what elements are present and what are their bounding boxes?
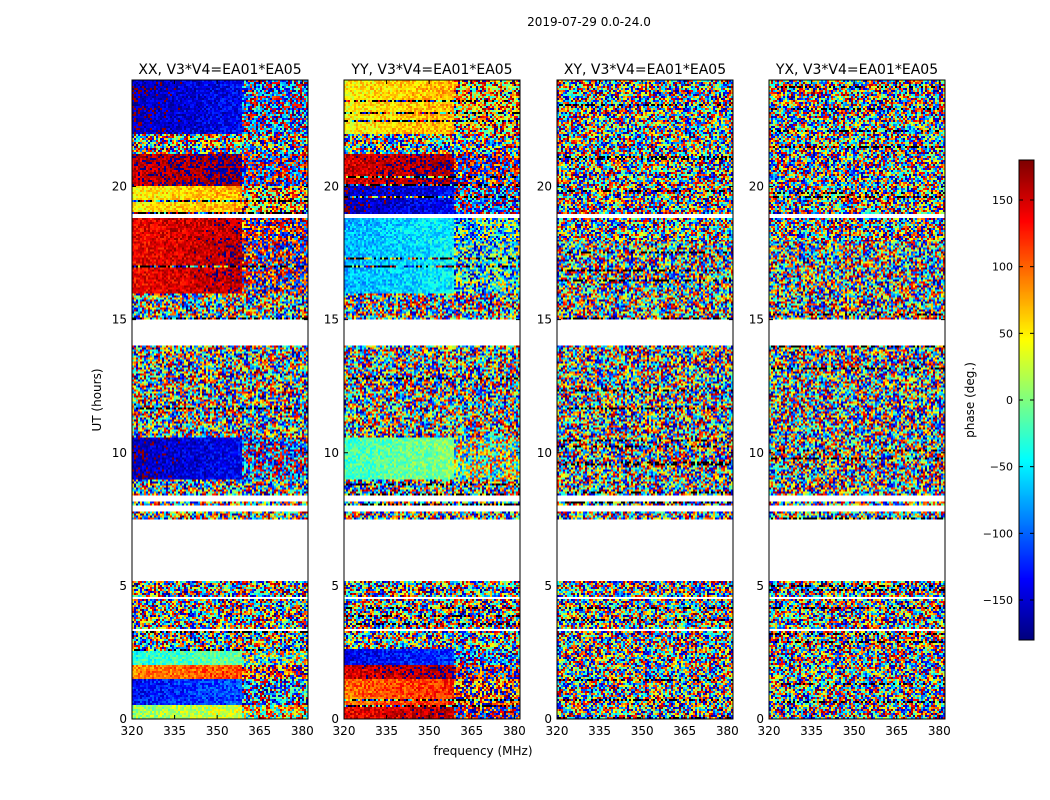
figure-title: 2019-07-29 0.0-24.0 [527, 15, 651, 29]
y-tick-label: 20 [324, 180, 339, 194]
y-tick-label: 15 [749, 313, 764, 327]
axes-frame [131, 79, 309, 720]
y-tick-label: 10 [324, 446, 339, 460]
x-tick-label: 365 [248, 724, 271, 738]
y-tick-label: 0 [331, 712, 339, 726]
y-tick-label: 5 [331, 579, 339, 593]
x-tick-label: 320 [121, 724, 144, 738]
y-tick-label: 0 [756, 712, 764, 726]
x-tick-label: 380 [503, 724, 526, 738]
panel-xy: XY, V3*V4=EA01*EA05 320 335 350 365 380 0 5 10 15… [537, 62, 739, 738]
panel-title: XY, V3*V4=EA01*EA05 [564, 62, 726, 78]
colorbar-tick-label: −100 [983, 527, 1013, 540]
colorbar: 150 100 50 0 −50 −100 −150 [983, 159, 1035, 641]
panel-title: XX, V3*V4=EA01*EA05 [138, 62, 301, 78]
heatmap-xx [132, 80, 308, 719]
y-tick-label: 10 [537, 446, 552, 460]
x-tick-label: 335 [800, 724, 823, 738]
heatmap-yy [344, 80, 520, 719]
panel-title: YX, V3*V4=EA01*EA05 [775, 62, 938, 78]
x-tick-label: 335 [588, 724, 611, 738]
y-tick-label: 0 [544, 712, 552, 726]
y-tick-label: 10 [112, 446, 127, 460]
colorbar-gradient [1019, 160, 1034, 640]
axes-frame [768, 79, 946, 720]
y-tick-label: 15 [537, 313, 552, 327]
y-tick-label: 5 [119, 579, 127, 593]
y-tick-label: 10 [749, 446, 764, 460]
x-tick-label: 350 [418, 724, 441, 738]
y-tick-label: 5 [544, 579, 552, 593]
y-tick-label: 20 [749, 180, 764, 194]
panel-yy: YY, V3*V4=EA01*EA05 320 335 350 365 380 0 5 10 15… [324, 62, 526, 738]
colorbar-label: phase (deg.) [963, 362, 977, 438]
x-tick-label: 335 [163, 724, 186, 738]
x-tick-label: 350 [631, 724, 654, 738]
axes-frame [556, 79, 734, 720]
y-tick-label: 15 [112, 313, 127, 327]
colorbar-tick-label: 50 [999, 327, 1013, 340]
heatmap-xy [557, 80, 733, 719]
x-tick-label: 320 [758, 724, 781, 738]
panel-yx: YX, V3*V4=EA01*EA05 320 335 350 365 380 0 5 10 15… [749, 62, 951, 738]
colorbar-tick-label: 100 [992, 261, 1013, 274]
panels-group: XX, V3*V4=EA01*EA05 320 335 350 365 380 0 5 10 15… [112, 62, 951, 738]
x-tick-label: 350 [843, 724, 866, 738]
y-tick-label: 5 [756, 579, 764, 593]
x-tick-label: 320 [546, 724, 569, 738]
x-tick-label: 380 [291, 724, 314, 738]
panel-xx: XX, V3*V4=EA01*EA05 320 335 350 365 380 0 5 10 15… [112, 62, 314, 738]
colorbar-tick-label: 0 [1006, 394, 1013, 407]
x-tick-label: 335 [375, 724, 398, 738]
x-tick-label: 320 [333, 724, 356, 738]
y-tick-label: 20 [537, 180, 552, 194]
y-tick-label: 0 [119, 712, 127, 726]
x-tick-label: 365 [460, 724, 483, 738]
x-tick-label: 365 [673, 724, 696, 738]
x-tick-label: 365 [885, 724, 908, 738]
x-axis-label: frequency (MHz) [433, 744, 532, 758]
heatmap-yx [769, 80, 945, 719]
colorbar-tick-label: −50 [990, 461, 1013, 474]
y-tick-label: 20 [112, 180, 127, 194]
colorbar-tick-label: −150 [983, 594, 1013, 607]
x-tick-label: 350 [206, 724, 229, 738]
x-tick-label: 380 [716, 724, 739, 738]
colorbar-tick-label: 150 [992, 194, 1013, 207]
axes-frame [343, 79, 521, 720]
panel-title: YY, V3*V4=EA01*EA05 [350, 62, 512, 78]
x-tick-label: 380 [928, 724, 951, 738]
y-tick-label: 15 [324, 313, 339, 327]
y-axis-label: UT (hours) [90, 368, 104, 431]
